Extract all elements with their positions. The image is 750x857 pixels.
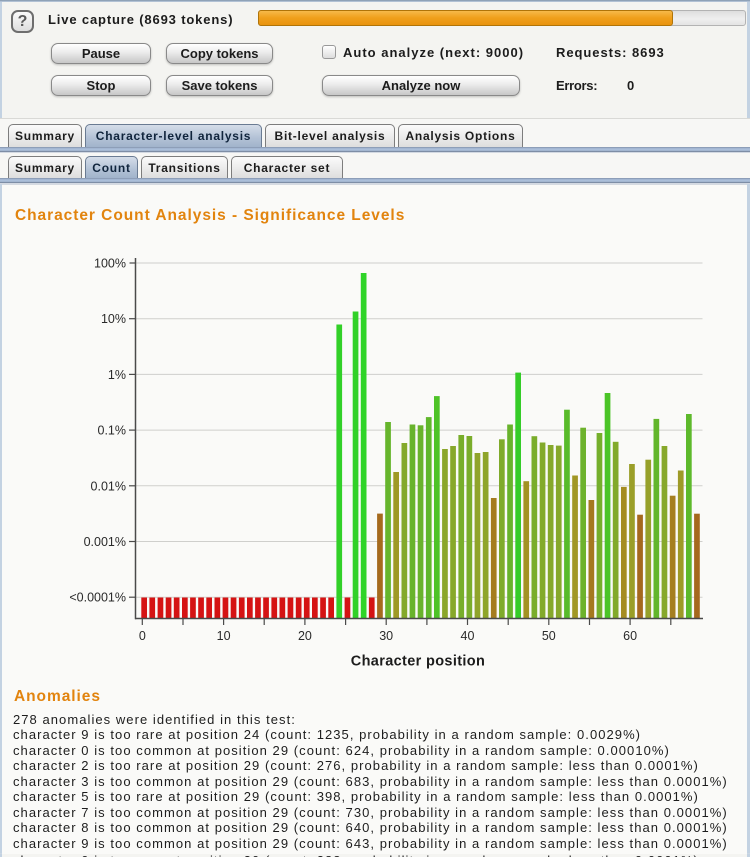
svg-text:1%: 1% (108, 368, 126, 382)
svg-text:0.01%: 0.01% (91, 479, 126, 493)
svg-text:0.001%: 0.001% (84, 535, 126, 549)
svg-text:100%: 100% (94, 257, 126, 271)
svg-text:0: 0 (139, 629, 146, 643)
svg-text:30: 30 (379, 629, 393, 643)
svg-text:0.1%: 0.1% (98, 424, 127, 438)
svg-text:60: 60 (623, 629, 637, 643)
svg-text:40: 40 (461, 629, 475, 643)
svg-text:10: 10 (217, 629, 231, 643)
svg-text:20: 20 (298, 629, 312, 643)
svg-text:10%: 10% (101, 312, 126, 326)
svg-text:Character position: Character position (351, 654, 485, 670)
svg-text:50: 50 (542, 629, 556, 643)
svg-text:<0.0001%: <0.0001% (69, 591, 126, 605)
